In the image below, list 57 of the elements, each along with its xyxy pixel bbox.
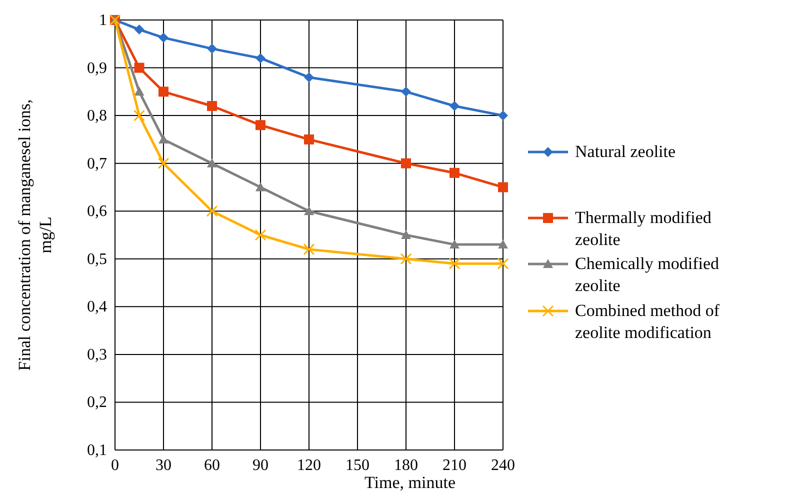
legend-label: Thermally modified zeolite	[575, 208, 712, 249]
y-tick-label: 0,9	[87, 60, 107, 77]
point	[400, 253, 412, 265]
y-tick-label: 0,5	[87, 250, 107, 268]
x-tick-label: 150	[346, 457, 370, 474]
legend-label: Chemically modified zeolite	[575, 254, 720, 295]
point	[256, 182, 266, 192]
point	[207, 158, 217, 168]
y-tick-label: 1	[99, 12, 107, 29]
x-tick-label: 30	[156, 457, 172, 474]
point	[304, 206, 314, 216]
y-tick-label: 0,1	[87, 442, 107, 459]
legend-label: Combined method of zeolite modification	[575, 301, 720, 342]
point	[450, 168, 460, 178]
point	[206, 205, 218, 217]
x-axis-title: Time, minute	[364, 473, 456, 492]
point	[158, 32, 168, 43]
y-tick-label: 0,7	[87, 155, 107, 172]
y-tick-label: 0,4	[87, 298, 107, 316]
point	[207, 44, 217, 54]
point	[498, 240, 508, 249]
legend-label: Natural zeolite	[575, 142, 676, 161]
y-tick-label: 0,2	[87, 394, 107, 412]
point	[158, 134, 168, 144]
point	[158, 158, 170, 170]
point	[134, 24, 144, 35]
y-tick-label: 0,3	[87, 346, 107, 364]
x-tick-label: 120	[297, 457, 321, 474]
point	[498, 110, 508, 121]
x-tick-label: 180	[394, 457, 418, 474]
point	[450, 240, 460, 249]
point	[207, 101, 217, 111]
point	[497, 258, 509, 270]
x-tick-label: 60	[204, 457, 220, 474]
point	[256, 120, 266, 130]
point	[134, 86, 144, 96]
point	[134, 62, 144, 73]
point	[448, 258, 460, 270]
x-tick-label: 0	[111, 457, 119, 474]
x-tick-label: 240	[491, 457, 515, 474]
x-tick-label: 210	[442, 457, 466, 474]
point	[254, 229, 266, 241]
point	[134, 110, 145, 122]
x-tick-label: 90	[252, 457, 268, 474]
point	[158, 86, 168, 97]
point	[401, 86, 411, 97]
point	[401, 230, 411, 239]
point	[401, 158, 411, 168]
point	[256, 53, 266, 64]
y-axis-title: Final concentration of manganesel ions, mg/L	[15, 99, 55, 371]
point	[450, 101, 460, 111]
y-tick-label: 0,6	[87, 203, 107, 220]
point	[304, 72, 314, 82]
point	[303, 244, 315, 256]
point	[304, 134, 314, 144]
y-tick-label: 0,8	[87, 108, 107, 125]
point	[498, 182, 508, 192]
